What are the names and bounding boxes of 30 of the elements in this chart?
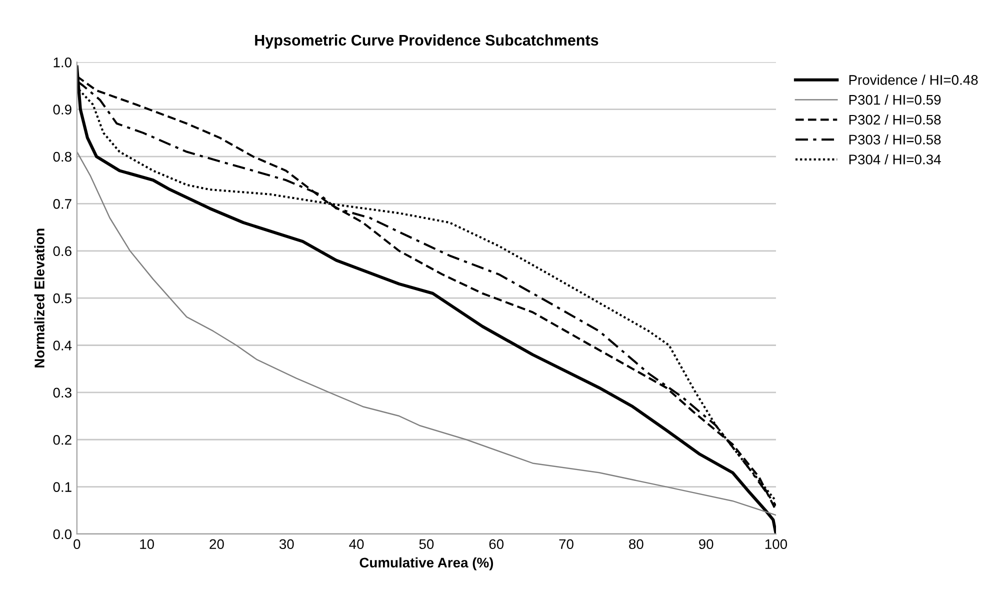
x-tick-label: 40 [349, 539, 364, 550]
y-axis-title: Normalized Elevation [34, 228, 44, 368]
x-tick-label: 80 [629, 539, 644, 550]
x-tick-label: 100 [765, 539, 788, 550]
x-axis-title: Cumulative Area (%) [360, 557, 494, 570]
y-tick-label: 0.9 [53, 104, 72, 115]
x-tick-label: 20 [210, 539, 224, 550]
y-tick-label: 1.0 [54, 57, 72, 68]
y-tick-label: 0.5 [53, 293, 72, 304]
y-tick-label: 0.4 [53, 340, 72, 350]
x-tick-label: 90 [699, 539, 714, 550]
y-tick-label: 0.8 [53, 152, 72, 162]
y-tick-label: 0.6 [53, 246, 72, 256]
x-tick-label: 70 [559, 539, 574, 550]
x-tick-label: 30 [279, 539, 294, 550]
y-tick-label: 0.7 [53, 199, 72, 209]
y-tick-label: 0.3 [53, 388, 72, 398]
legend-label: P304 / HI=0.34 [849, 154, 941, 164]
legend-label: P303 / HI=0.58 [849, 134, 941, 145]
y-tick-label: 0.2 [53, 434, 72, 445]
legend-label: P302 / HI=0.58 [849, 114, 941, 125]
y-tick-label: 0.1 [53, 482, 72, 492]
x-tick-label: 10 [140, 539, 154, 550]
chart-title: Hypsometric Curve Providence Subcatchments [255, 34, 598, 49]
legend-label: P301 / HI=0.59 [849, 94, 941, 105]
y-tick-label: 0.0 [53, 529, 72, 540]
x-tick-label: 50 [419, 539, 434, 550]
legend-label: Providence / HI=0.48 [849, 74, 978, 85]
x-tick-label: 0 [74, 539, 80, 550]
x-tick-label: 60 [489, 539, 504, 550]
